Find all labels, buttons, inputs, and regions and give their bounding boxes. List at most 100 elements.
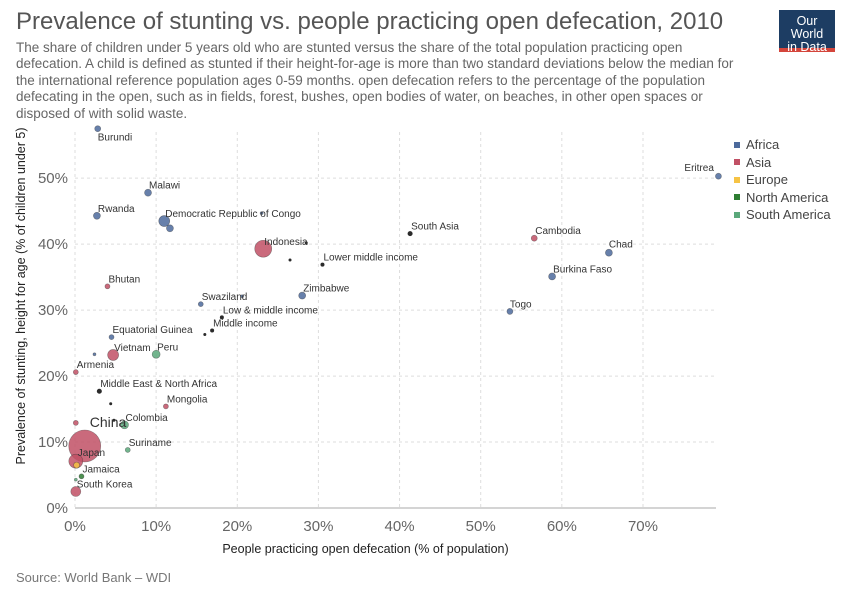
point-label: Equatorial Guinea	[113, 325, 193, 336]
point-label: Jamaica	[82, 464, 120, 475]
point-label: South Asia	[411, 222, 459, 233]
point-label: Japan	[78, 448, 105, 459]
y-tick-label: 40%	[38, 236, 68, 253]
point-label: Chad	[609, 240, 633, 251]
y-tick-label: 30%	[38, 302, 68, 319]
x-tick-label: 60%	[547, 518, 577, 535]
point-label: Eritrea	[684, 163, 714, 174]
data-point	[197, 301, 204, 307]
data-point	[407, 231, 413, 237]
data-point	[112, 418, 116, 422]
data-point	[288, 258, 292, 262]
legend-swatch	[734, 211, 740, 218]
point-label: Middle income	[213, 319, 278, 330]
point-label: Burundi	[98, 133, 132, 144]
data-point	[107, 349, 119, 361]
point-label: Armenia	[77, 360, 115, 371]
legend: Africa Asia Europe North America South Ameri…	[734, 136, 831, 224]
point-label: China	[90, 414, 127, 430]
data-point	[166, 224, 174, 233]
data-point	[70, 486, 82, 497]
legend-label: Africa	[746, 137, 780, 153]
y-tick-label: 50%	[38, 170, 68, 187]
x-tick-label: 40%	[385, 518, 415, 535]
data-point	[74, 477, 78, 482]
y-tick-label: 20%	[38, 368, 68, 385]
legend-swatch	[734, 194, 740, 201]
data-point	[530, 234, 538, 242]
data-point	[104, 283, 111, 290]
point-label: Indonesia	[264, 237, 308, 248]
x-tick-label: 30%	[303, 518, 333, 535]
data-point	[93, 211, 101, 220]
legend-item-south-america[interactable]: South America	[734, 206, 831, 224]
logo-line-1: Our World	[790, 14, 824, 41]
data-point	[73, 420, 79, 426]
x-tick-label: 10%	[141, 518, 171, 535]
source-note: Source: World Bank – WDI	[16, 570, 172, 585]
legend-item-asia[interactable]: Asia	[734, 154, 831, 172]
data-point	[73, 369, 79, 375]
data-point	[210, 328, 215, 333]
point-label: Lower middle income	[323, 253, 418, 264]
data-point	[109, 402, 113, 406]
x-tick-label: 0%	[64, 518, 86, 535]
point-label: Burkina Faso	[553, 264, 612, 275]
logo-line-2: in Data	[787, 40, 827, 54]
point-label: South Korea	[77, 480, 133, 491]
data-point	[94, 125, 102, 133]
data-point	[108, 334, 115, 340]
data-point	[219, 315, 224, 320]
data-point	[298, 291, 306, 300]
legend-item-north-america[interactable]: North America	[734, 189, 831, 207]
point-label: Cambodia	[535, 226, 581, 237]
owid-logo[interactable]: Our World in Data	[779, 10, 835, 54]
point-label: Swaziland	[202, 292, 248, 303]
legend-swatch	[734, 176, 740, 183]
y-tick-label: 0%	[46, 500, 68, 517]
point-label: Peru	[157, 342, 178, 353]
legend-label: Asia	[746, 154, 772, 170]
point-label: Rwanda	[98, 204, 135, 215]
data-point	[96, 388, 102, 394]
data-point	[548, 272, 556, 281]
point-label: Malawi	[149, 181, 180, 192]
chart-title: Prevalence of stunting vs. people practi…	[16, 8, 724, 35]
point-label: Togo	[510, 299, 532, 310]
data-point	[304, 241, 308, 245]
legend-label: Europe	[746, 172, 788, 188]
data-point	[259, 211, 264, 215]
data-point	[203, 333, 207, 337]
data-point	[120, 420, 129, 430]
x-axis-label: People practicing open defecation (% of …	[222, 542, 508, 556]
point-label: Zimbabwe	[303, 284, 350, 295]
y-tick-label: 10%	[38, 434, 68, 451]
legend-swatch	[734, 141, 740, 148]
data-point	[151, 350, 161, 359]
legend-item-europe[interactable]: Europe	[734, 171, 831, 189]
legend-item-africa[interactable]: Africa	[734, 136, 831, 154]
y-axis-label: Prevalence of stunting, height for age (…	[14, 127, 28, 464]
data-point	[73, 461, 80, 469]
point-label: Low & middle income	[223, 305, 318, 316]
legend-label: North America	[746, 189, 829, 205]
point-label: Democratic Republic of Congo	[165, 209, 301, 220]
x-tick-label: 20%	[222, 518, 252, 535]
point-label: Suriname	[129, 438, 172, 449]
data-point	[605, 248, 613, 257]
legend-label: South America	[746, 207, 831, 223]
data-point	[163, 403, 169, 410]
point-label: Vietnam	[114, 343, 151, 354]
x-tick-label: 70%	[628, 518, 658, 535]
data-point	[240, 294, 244, 299]
data-point	[254, 239, 273, 258]
x-tick-label: 50%	[466, 518, 496, 535]
data-point	[144, 188, 152, 197]
point-label: Middle East & North Africa	[100, 379, 217, 390]
point-label: Colombia	[125, 413, 168, 424]
data-point	[715, 172, 722, 180]
point-label: Bhutan	[108, 274, 140, 285]
data-point	[78, 473, 85, 480]
data-point	[158, 215, 171, 227]
